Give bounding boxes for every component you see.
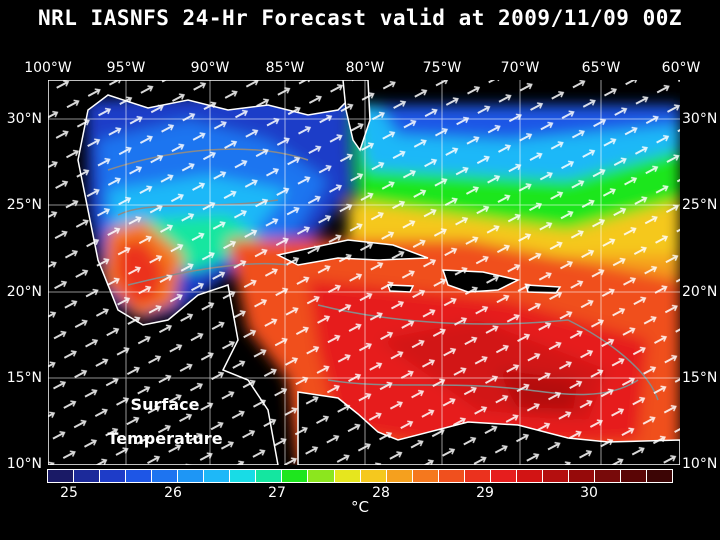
lat-label-left: 10°N	[6, 456, 42, 472]
lat-label-left: 20°N	[6, 284, 42, 300]
lon-label: 75°W	[422, 60, 462, 76]
lat-label-left: 15°N	[6, 370, 42, 386]
colorbar-cell	[204, 470, 231, 482]
colorbar-cell	[152, 470, 179, 482]
annotation-temperature: Temperature	[107, 429, 223, 448]
graticule	[48, 80, 680, 465]
colorbar-cell	[334, 470, 361, 482]
colorbar-cell	[360, 470, 387, 482]
colorbar-tick-label: 26	[164, 485, 182, 501]
lon-label: 60°W	[661, 60, 701, 76]
lat-label-right: 15°N	[682, 370, 718, 386]
colorbar-cell	[230, 470, 257, 482]
colorbar-tick-label: 29	[476, 485, 494, 501]
lon-label: 85°W	[265, 60, 305, 76]
colorbar-cell	[282, 470, 309, 482]
lon-label: 80°W	[345, 60, 385, 76]
lon-label: 100°W	[24, 60, 72, 76]
lat-label-left: 30°N	[6, 111, 42, 127]
colorbar-cell	[308, 470, 335, 482]
colorbar-cell	[568, 470, 595, 482]
colorbar-cell	[412, 470, 439, 482]
lat-label-left: 25°N	[6, 197, 42, 213]
colorbar-tick-label: 25	[60, 485, 78, 501]
colorbar-cell	[48, 470, 75, 482]
colorbar-unit: °C	[351, 498, 369, 516]
colorbar-cell	[594, 470, 622, 482]
lat-label-right: 20°N	[682, 284, 718, 300]
map-title: NRL IASNFS 24-Hr Forecast valid at 2009/…	[37, 6, 682, 30]
colorbar-cell	[464, 470, 491, 482]
lat-label-right: 25°N	[682, 197, 718, 213]
colorbar-tick-label: 27	[268, 485, 286, 501]
lon-label: 65°W	[581, 60, 621, 76]
colorbar-cell	[490, 470, 517, 482]
lon-label: 70°W	[500, 60, 540, 76]
colorbar	[47, 469, 673, 483]
sst-map	[48, 80, 680, 465]
colorbar-cell	[621, 470, 648, 482]
colorbar-cell	[438, 470, 465, 482]
colorbar-cell	[256, 470, 283, 482]
colorbar-cell	[542, 470, 569, 482]
lon-label: 90°W	[190, 60, 230, 76]
colorbar-cell	[74, 470, 101, 482]
colorbar-cell	[647, 470, 673, 482]
colorbar-tick-label: 28	[372, 485, 390, 501]
colorbar-cell	[178, 470, 205, 482]
colorbar-tick-label: 30	[580, 485, 598, 501]
lat-label-right: 10°N	[682, 456, 718, 472]
colorbar-cell	[386, 470, 413, 482]
annotation-surface: Surface	[130, 395, 200, 414]
colorbar-cell	[126, 470, 153, 482]
lat-label-right: 30°N	[682, 111, 718, 127]
colorbar-cell	[100, 470, 127, 482]
lon-label: 95°W	[106, 60, 146, 76]
wind-vectors	[48, 80, 680, 465]
colorbar-cell	[516, 470, 543, 482]
